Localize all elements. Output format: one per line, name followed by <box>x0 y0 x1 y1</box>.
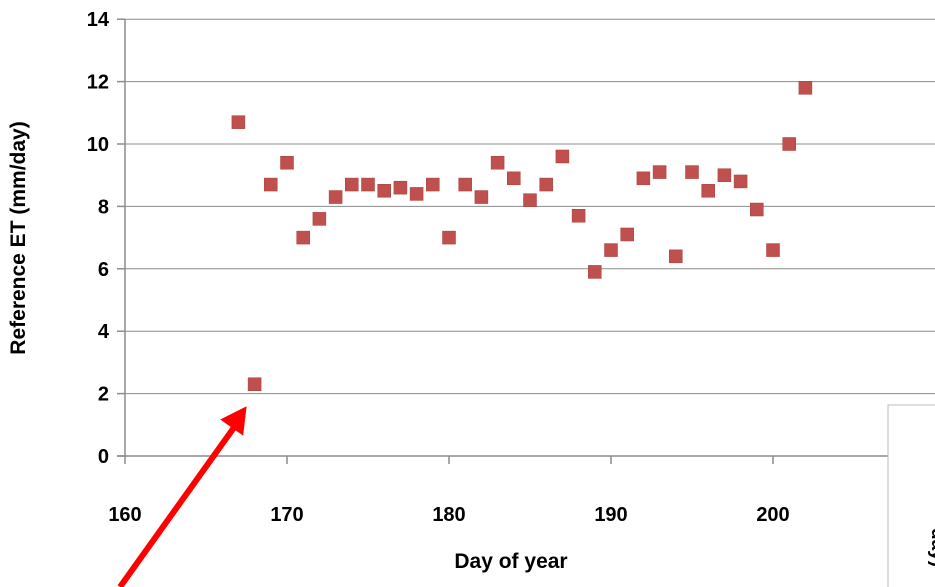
data-point <box>669 249 683 264</box>
axes-layer: 0 2 4 6 8 10 12 14 160 170 180 190 200 <box>87 9 935 526</box>
y-tick-label: 0 <box>98 446 109 468</box>
y-axis-title: Reference ET (mm/day) <box>7 121 30 354</box>
data-point <box>717 168 732 182</box>
data-point <box>296 230 310 245</box>
data-point <box>426 177 440 192</box>
data-point <box>247 377 262 391</box>
data-point <box>361 177 375 192</box>
y-tick-label: 14 <box>87 9 110 31</box>
arrow-shaft <box>117 416 244 587</box>
data-point <box>458 177 472 192</box>
data-point <box>798 81 813 95</box>
x-axis-title: Day of year <box>454 550 567 573</box>
data-point <box>409 187 424 201</box>
x-tick-label: 190 <box>594 504 627 526</box>
data-point <box>604 243 618 257</box>
y-tick-label: 12 <box>87 72 109 94</box>
y-tick-label: 6 <box>98 259 109 281</box>
data-point <box>474 190 489 204</box>
y-tick-label: 4 <box>98 321 110 343</box>
data-point <box>750 202 764 217</box>
overlapping-chart-panel: day) <box>887 404 935 587</box>
arrow-head <box>220 406 247 436</box>
data-point <box>620 227 634 242</box>
data-point <box>523 193 537 207</box>
data-point <box>490 155 505 170</box>
data-point <box>539 177 553 192</box>
y-tick-label: 8 <box>98 196 109 218</box>
data-point <box>782 137 796 151</box>
data-point <box>312 212 327 226</box>
data-point <box>280 155 294 170</box>
data-point <box>555 149 570 164</box>
data-point <box>588 265 602 279</box>
data-point <box>701 184 715 198</box>
points-layer <box>231 81 813 391</box>
data-point <box>231 115 246 129</box>
data-point <box>507 171 521 186</box>
data-point <box>345 177 359 192</box>
y-tick-label: 2 <box>98 384 109 406</box>
x-tick-label: 170 <box>270 504 303 526</box>
data-point <box>652 165 667 179</box>
annotation-arrow <box>117 406 247 587</box>
data-point <box>636 171 651 186</box>
overlay-layer: day) <box>887 404 935 587</box>
grid-layer <box>125 18 935 395</box>
x-tick-label: 200 <box>756 504 789 526</box>
data-point <box>264 177 278 192</box>
overlapping-panel-frame <box>887 404 935 587</box>
data-point <box>571 209 586 223</box>
overlapping-panel-label: day) <box>927 528 935 567</box>
data-point <box>442 230 456 245</box>
data-point <box>766 243 780 257</box>
data-point <box>733 174 748 189</box>
x-tick-label: 160 <box>108 504 141 526</box>
x-tick-label: 180 <box>432 504 465 526</box>
y-tick-label: 10 <box>87 134 109 156</box>
data-point <box>328 190 343 204</box>
data-point <box>377 184 391 198</box>
annotation-layer <box>117 406 247 587</box>
data-point <box>393 180 408 195</box>
data-point <box>685 165 699 179</box>
